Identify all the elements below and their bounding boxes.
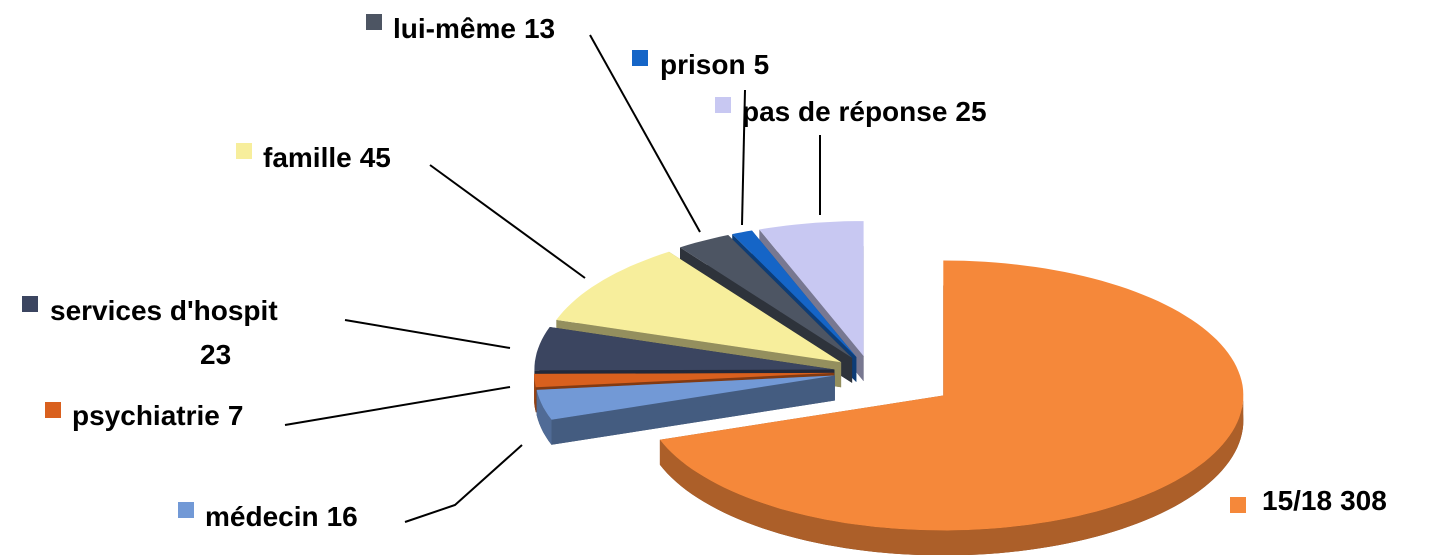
slice-top	[680, 235, 853, 358]
legend-marker	[236, 143, 252, 159]
label-value: 16	[327, 501, 358, 532]
label-value: 25	[955, 96, 986, 127]
label-category: services d'hospit	[50, 295, 278, 326]
slice-label: lui-même 13	[393, 13, 555, 44]
slice-label: médecin 16	[205, 501, 358, 532]
leader-line	[344, 319, 511, 349]
slice-label: famille 45	[263, 142, 391, 173]
leader-line	[284, 386, 511, 426]
slice-label: psychiatrie 7	[72, 400, 243, 431]
label-category: prison	[660, 49, 746, 80]
slice-top	[759, 221, 864, 357]
label-value: 308	[1340, 485, 1387, 516]
slice-side	[659, 395, 1244, 555]
leader-line	[404, 444, 523, 523]
slice-label: pas de réponse 25	[742, 96, 987, 127]
legend-marker	[22, 296, 38, 312]
legend-marker	[178, 502, 194, 518]
label-value: 13	[524, 13, 555, 44]
legend-marker	[715, 97, 731, 113]
slice-top	[659, 260, 1244, 531]
label-category: lui-même	[393, 13, 516, 44]
legend-marker	[366, 14, 382, 30]
label-value: 7	[228, 400, 244, 431]
slice-top	[536, 375, 835, 420]
slice-side	[536, 389, 552, 445]
pie-slice	[536, 375, 835, 445]
slice-side	[534, 373, 536, 413]
legend-marker	[632, 50, 648, 66]
label-category: pas de réponse	[742, 96, 947, 127]
slice-top	[534, 372, 835, 388]
legend-marker	[45, 402, 61, 418]
label-category: psychiatrie	[72, 400, 220, 431]
pie-slice	[659, 260, 1244, 555]
leader-line	[429, 164, 586, 279]
slice-top	[556, 251, 842, 363]
slice-label: services d'hospit 23	[50, 295, 278, 370]
label-category: 15/18	[1262, 485, 1332, 516]
label-category: famille	[263, 142, 352, 173]
legend-marker	[1230, 497, 1246, 513]
slice-label: prison 5	[660, 49, 769, 80]
label-value: 5	[754, 49, 770, 80]
leader-line	[741, 89, 746, 226]
label-value: 45	[360, 142, 391, 173]
label-category: médecin	[205, 501, 319, 532]
slice-top	[732, 230, 857, 357]
slice-label: 15/18 308	[1262, 485, 1387, 516]
leader-line	[589, 34, 701, 233]
label-value: 23	[200, 339, 231, 370]
slice-top	[534, 327, 835, 371]
